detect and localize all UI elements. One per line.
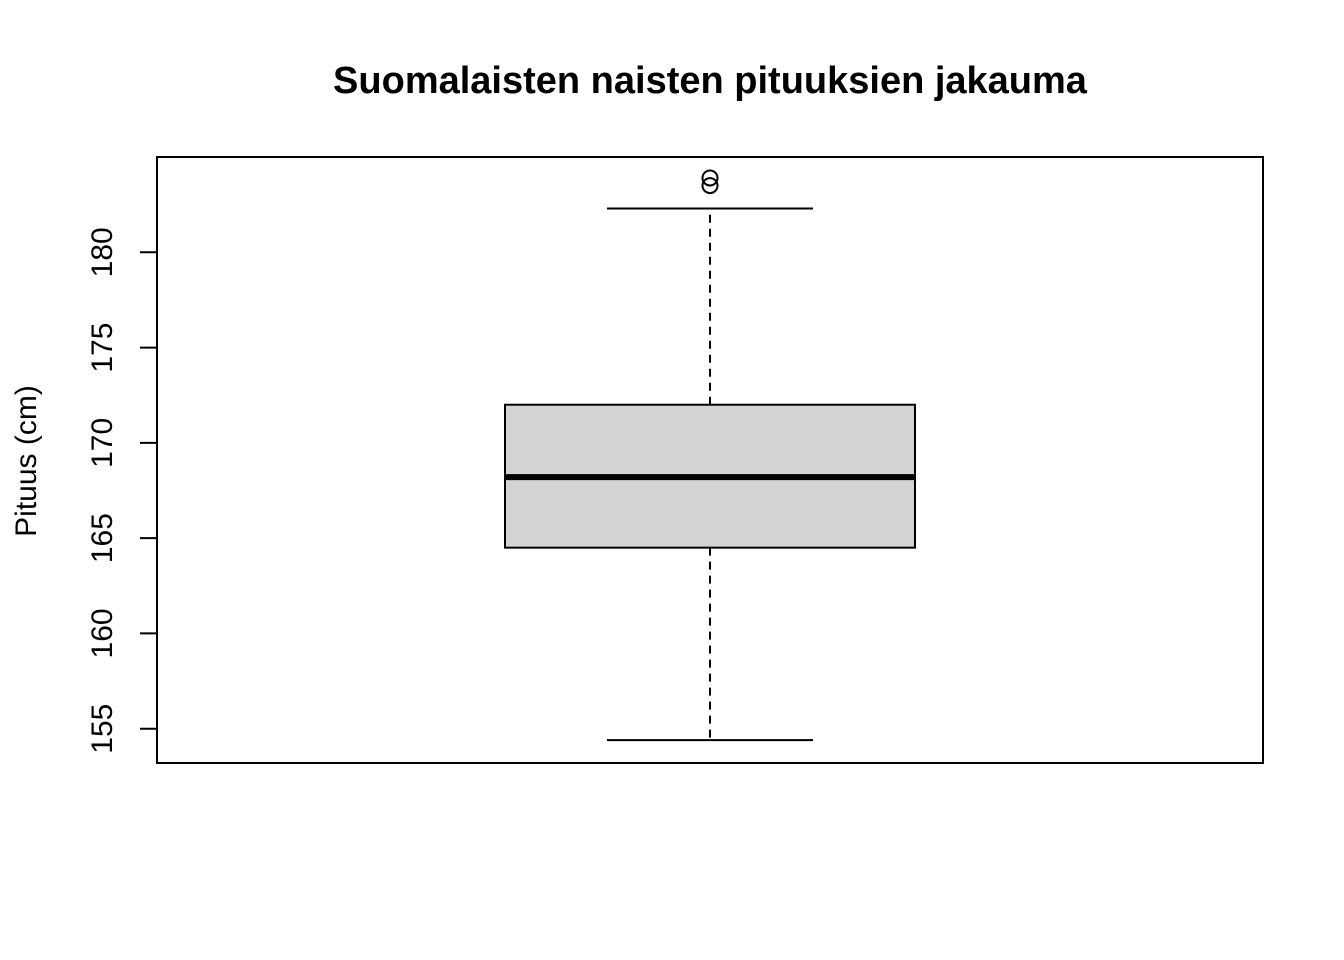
y-tick-label: 170 [86, 418, 119, 468]
box-group [504, 169, 916, 742]
y-tick-label: 155 [86, 704, 119, 754]
y-tick-label: 165 [86, 513, 119, 563]
outlier-point [701, 169, 719, 187]
outlier-point [701, 177, 719, 195]
y-axis: 155 160 165 170 175 180 [86, 227, 158, 754]
y-tick-label: 180 [86, 227, 119, 277]
y-axis-label: Pituus (cm) [10, 385, 43, 537]
y-tick-label: 160 [86, 608, 119, 658]
y-tick-label: 175 [86, 323, 119, 373]
chart-title: Suomalaisten naisten pituuksien jakauma [333, 60, 1088, 102]
